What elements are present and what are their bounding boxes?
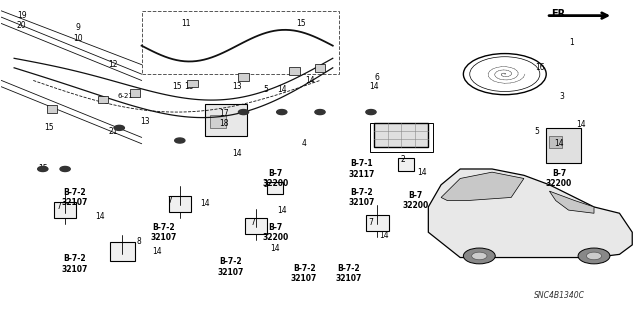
Text: B-7-1
32117: B-7-1 32117 bbox=[348, 159, 374, 179]
Circle shape bbox=[60, 167, 70, 172]
Bar bbox=[239, 73, 248, 81]
Circle shape bbox=[114, 125, 124, 130]
Text: 7: 7 bbox=[369, 218, 373, 227]
Bar bbox=[188, 80, 198, 87]
Bar bbox=[109, 242, 135, 261]
Bar bbox=[289, 67, 300, 75]
Text: 15: 15 bbox=[296, 19, 306, 28]
Bar bbox=[54, 202, 76, 218]
Bar bbox=[370, 123, 433, 152]
Text: 7: 7 bbox=[251, 218, 255, 227]
Text: B-7-2
32107: B-7-2 32107 bbox=[335, 263, 362, 283]
Text: 14: 14 bbox=[379, 231, 388, 240]
Text: 14: 14 bbox=[554, 139, 564, 148]
Bar bbox=[130, 89, 140, 97]
Circle shape bbox=[463, 248, 495, 264]
Bar bbox=[245, 218, 268, 234]
Text: 14: 14 bbox=[95, 212, 105, 221]
Text: 5: 5 bbox=[264, 85, 268, 94]
Circle shape bbox=[586, 252, 602, 260]
Bar bbox=[211, 115, 227, 128]
Bar bbox=[169, 196, 191, 212]
Bar bbox=[315, 64, 325, 71]
Circle shape bbox=[578, 248, 610, 264]
Text: 5: 5 bbox=[534, 127, 539, 136]
FancyBboxPatch shape bbox=[205, 104, 246, 136]
Polygon shape bbox=[428, 169, 632, 257]
Text: B-7-2
32107: B-7-2 32107 bbox=[150, 223, 177, 242]
Text: 14: 14 bbox=[232, 149, 242, 158]
Text: 17
18: 17 18 bbox=[220, 109, 229, 128]
Text: 3: 3 bbox=[560, 92, 564, 101]
Bar bbox=[549, 136, 562, 148]
Text: 19
20: 19 20 bbox=[17, 11, 27, 30]
Circle shape bbox=[175, 138, 185, 143]
Text: 14: 14 bbox=[306, 76, 316, 85]
Text: B-7
32200: B-7 32200 bbox=[262, 223, 289, 242]
Text: SNC4B1340C: SNC4B1340C bbox=[534, 291, 584, 300]
Text: 14: 14 bbox=[271, 243, 280, 253]
Bar bbox=[366, 215, 388, 231]
Text: 13: 13 bbox=[232, 82, 242, 91]
Text: FR.: FR. bbox=[550, 9, 569, 19]
Text: 15: 15 bbox=[172, 82, 181, 91]
Circle shape bbox=[315, 109, 325, 115]
Text: 14: 14 bbox=[369, 82, 379, 91]
Text: 4: 4 bbox=[301, 139, 307, 148]
Circle shape bbox=[366, 109, 376, 115]
Text: B-7
32200: B-7 32200 bbox=[262, 169, 289, 188]
Text: 14: 14 bbox=[277, 206, 287, 215]
Text: 12: 12 bbox=[108, 60, 118, 69]
Bar bbox=[47, 105, 58, 113]
Text: 13: 13 bbox=[184, 82, 194, 91]
Text: B-7-2
32107: B-7-2 32107 bbox=[291, 263, 317, 283]
Text: 6-21: 6-21 bbox=[118, 93, 134, 99]
Text: B-7
32200: B-7 32200 bbox=[403, 191, 429, 210]
Text: 16: 16 bbox=[535, 63, 545, 72]
Circle shape bbox=[472, 252, 487, 260]
Text: B-7-2
32107: B-7-2 32107 bbox=[61, 188, 88, 207]
Circle shape bbox=[38, 167, 48, 172]
Text: 14: 14 bbox=[153, 247, 163, 256]
Polygon shape bbox=[441, 172, 524, 201]
Text: 7: 7 bbox=[168, 196, 173, 205]
Text: B-7-2
32107: B-7-2 32107 bbox=[348, 188, 374, 207]
Text: 14: 14 bbox=[200, 199, 210, 208]
Text: B-7-2
32107: B-7-2 32107 bbox=[218, 257, 244, 277]
Bar bbox=[99, 96, 108, 103]
Text: 14: 14 bbox=[417, 168, 427, 177]
Polygon shape bbox=[549, 191, 594, 213]
Text: 14: 14 bbox=[577, 120, 586, 129]
Text: 7: 7 bbox=[56, 203, 61, 211]
Text: 14: 14 bbox=[277, 85, 287, 94]
Text: 11: 11 bbox=[181, 19, 191, 28]
Circle shape bbox=[239, 109, 248, 115]
Text: 9
10: 9 10 bbox=[73, 23, 83, 43]
Bar bbox=[268, 182, 284, 194]
Bar bbox=[546, 128, 581, 163]
Text: B-7-2
32107: B-7-2 32107 bbox=[61, 254, 88, 274]
Text: 1: 1 bbox=[570, 38, 574, 47]
Text: 21: 21 bbox=[108, 127, 118, 136]
Circle shape bbox=[276, 109, 287, 115]
Text: 6: 6 bbox=[375, 73, 380, 82]
Text: 15: 15 bbox=[44, 123, 54, 132]
Bar bbox=[398, 158, 414, 171]
Bar bbox=[374, 123, 428, 147]
Text: 8: 8 bbox=[136, 237, 141, 246]
Text: 13: 13 bbox=[140, 117, 150, 126]
Text: 15: 15 bbox=[38, 165, 47, 174]
Text: 2: 2 bbox=[264, 180, 268, 189]
Text: 2: 2 bbox=[401, 155, 405, 164]
Text: B-7
32200: B-7 32200 bbox=[546, 169, 572, 188]
